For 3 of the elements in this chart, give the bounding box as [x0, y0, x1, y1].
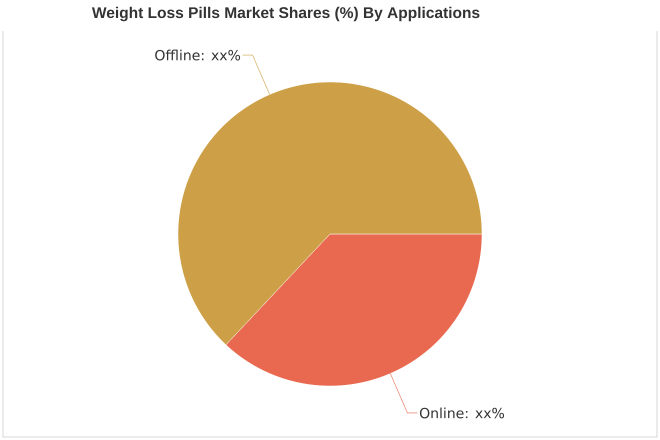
slice-label: Offline: xx%: [155, 50, 240, 60]
slice-label: Online: xx%: [420, 408, 504, 418]
chart-title: Weight Loss Pills Market Shares (%) By Applications: [92, 6, 480, 22]
